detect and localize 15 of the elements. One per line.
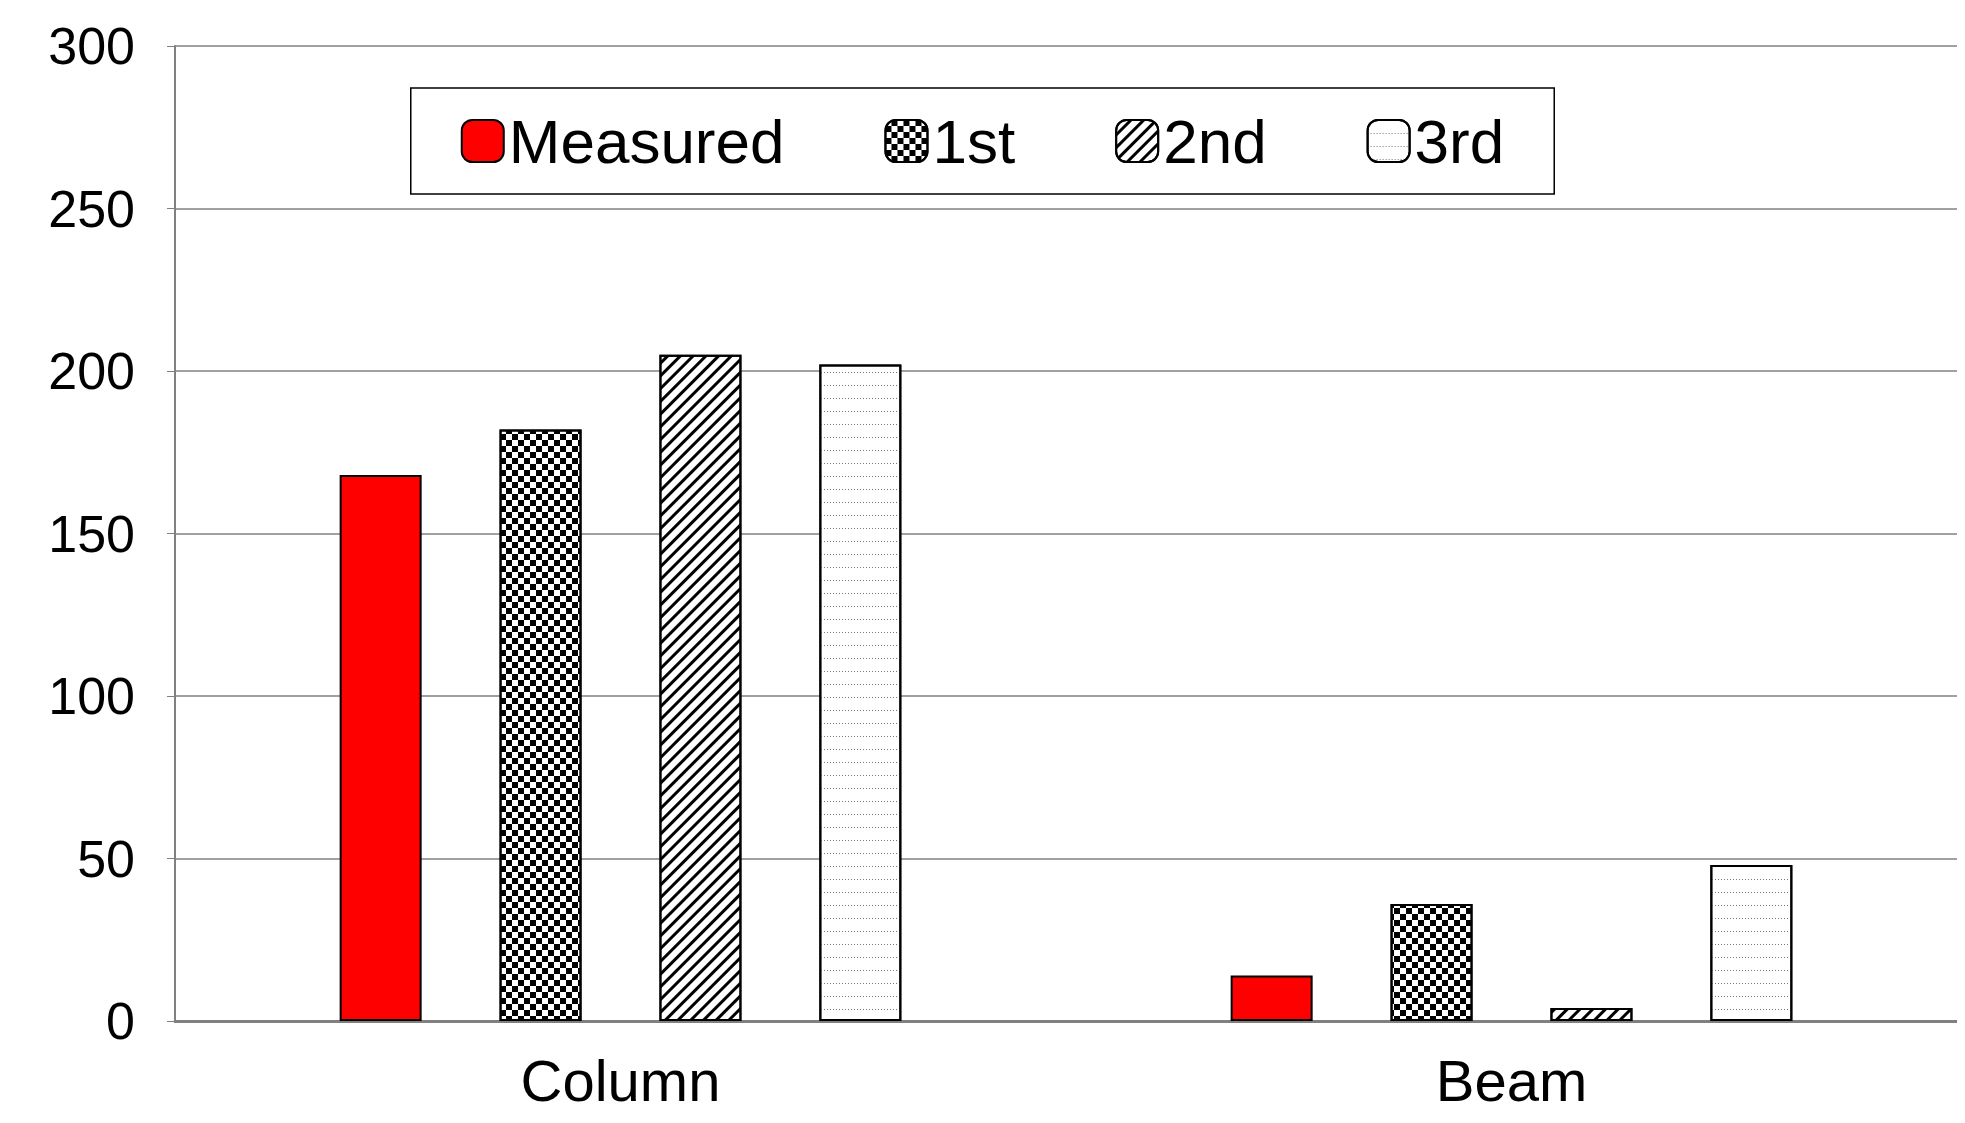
y-tick-label: 50 [77, 829, 135, 888]
y-tick-label: 300 [48, 17, 135, 75]
legend-label: 1st [932, 106, 1016, 176]
y-tick-label: 200 [48, 342, 135, 400]
x-tick-label: Column [520, 1047, 721, 1113]
x-tick-label: Beam [1435, 1047, 1588, 1113]
y-tick-label: 0 [106, 992, 135, 1050]
legend-label: 2nd [1163, 106, 1267, 176]
legend-label: 3rd [1414, 106, 1505, 176]
bar [1230, 975, 1313, 1021]
y-tick-label: 100 [48, 667, 135, 725]
y-tick-label: 150 [48, 504, 135, 563]
bar [339, 475, 422, 1021]
y-tick-label: 250 [48, 179, 135, 238]
legend-label: Measured [508, 106, 785, 176]
